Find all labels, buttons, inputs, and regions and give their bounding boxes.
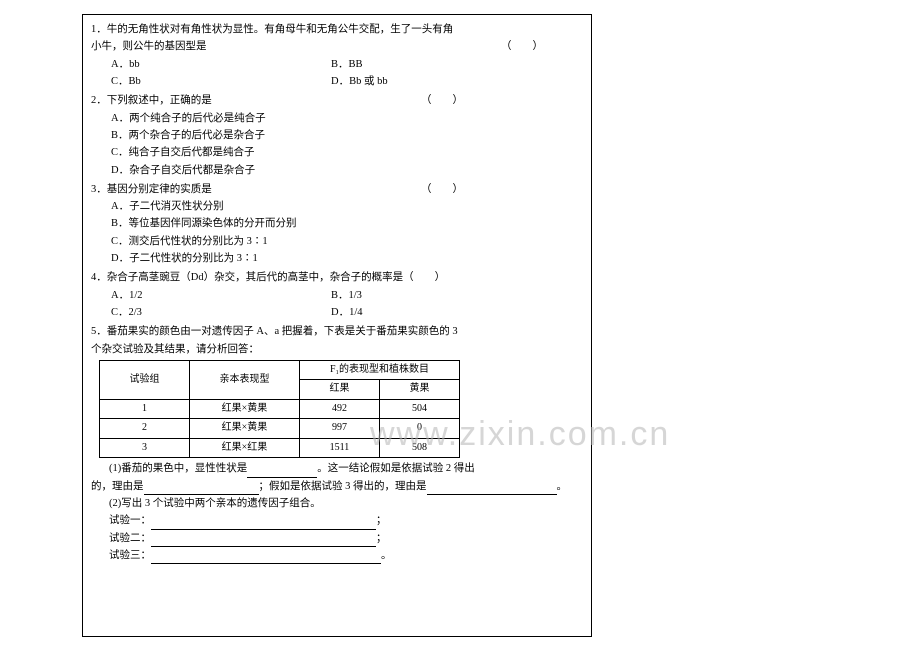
cell: 492 (300, 399, 380, 419)
blank (427, 483, 557, 495)
q1-options-cd: C．Bb D．Bb 或 bb (91, 73, 583, 90)
table-row: 3 红果×红果 1511 508 (100, 438, 460, 458)
q5-exp1-line: 试验一：； (91, 512, 583, 529)
q3-opt-a: A．子二代消灭性状分别 (91, 198, 583, 215)
q2-stem: 2．下列叙述中，正确的是 (91, 92, 212, 109)
q5-exp3: 试验三： (109, 550, 151, 561)
th-yellow: 黄果 (380, 380, 460, 400)
q4-opt-d: D．1/4 (331, 304, 571, 321)
document-page: 1．牛的无角性状对有角性状为显性。有角母牛和无角公牛交配，生了一头有角 小牛，则… (82, 14, 592, 637)
q2-paren: （ ） (421, 92, 583, 109)
cell: 3 (100, 438, 190, 458)
cell: 红果×红果 (190, 438, 300, 458)
q4-stem: 4．杂合子高茎豌豆（Dd）杂交，其后代的高茎中，杂合子的概率是（ ） (91, 269, 583, 286)
q5-exp2: 试验二： (109, 533, 151, 544)
q5-p1d: ；假如是依据试验 3 得出的，理由是 (259, 481, 427, 492)
q1-opt-b: B．BB (331, 56, 571, 73)
q2-opt-b: B．两个杂合子的后代必是杂合子 (91, 127, 583, 144)
q4-options-cd: C．2/3 D．1/4 (91, 304, 583, 321)
q4-opt-a: A．1/2 (91, 287, 331, 304)
table-row: 1 红果×黄果 492 504 (100, 399, 460, 419)
q5-p1a: (1)番茄的果色中，显性性状是 (109, 463, 247, 474)
q5-exp2-line: 试验二：； (91, 530, 583, 547)
cell: 508 (380, 438, 460, 458)
q1-options-ab: A．bb B．BB (91, 56, 583, 73)
q3-stem-line: 3．基因分别定律的实质是 （ ） (91, 181, 583, 198)
q1-opt-a: A．bb (91, 56, 331, 73)
q5-stem-b: 个杂交试验及其结果，请分析回答： (91, 341, 583, 358)
cell: 红果×黄果 (190, 419, 300, 439)
q5-stem-a: 5．番茄果实的颜色由一对遗传因子 A、a 把握着，下表是关于番茄果实颜色的 3 (91, 323, 583, 340)
q5-exp1: 试验一： (109, 515, 151, 526)
q1-stem-text: 小牛，则公牛的基因型是 (91, 38, 207, 55)
q5-exp3-line: 试验三：。 (91, 547, 583, 564)
q5-part1-line1: (1)番茄的果色中，显性性状是 。这一结论假如是依据试验 2 得出 (91, 460, 583, 477)
experiment-table: 试验组 亲本表现型 F₁的表现型和植株数目 红果 黄果 1 红果×黄果 492 … (99, 360, 460, 459)
q1-opt-c: C．Bb (91, 73, 331, 90)
question-2: 2．下列叙述中，正确的是 （ ） A．两个纯合子的后代必是纯合子 B．两个杂合子… (91, 92, 583, 179)
q4-opt-c: C．2/3 (91, 304, 331, 321)
q4-options-ab: A．1/2 B．1/3 (91, 287, 583, 304)
q1-stem-line1: 1．牛的无角性状对有角性状为显性。有角母牛和无角公牛交配，生了一头有角 (91, 21, 583, 38)
q2-opt-c: C．纯合子自交后代都是纯合子 (91, 144, 583, 161)
cell: 红果×黄果 (190, 399, 300, 419)
question-5: 5．番茄果实的颜色由一对遗传因子 A、a 把握着，下表是关于番茄果实颜色的 3 … (91, 323, 583, 564)
q2-opt-d: D．杂合子自交后代都是杂合子 (91, 162, 583, 179)
cell: 1511 (300, 438, 380, 458)
q3-opt-c: C．测交后代性状的分别比为 3∶1 (91, 233, 583, 250)
question-3: 3．基因分别定律的实质是 （ ） A．子二代消灭性状分别 B．等位基因伴同源染色… (91, 181, 583, 268)
blank (151, 552, 381, 564)
th-parent: 亲本表现型 (190, 360, 300, 399)
q1-paren: （ ） (501, 38, 583, 55)
q5-p1c: 的，理由是 (91, 481, 144, 492)
q5-part2: (2)写出 3 个试验中两个亲本的遗传因子组合。 (91, 495, 583, 512)
cell: 1 (100, 399, 190, 419)
q5-part1-line2: 的，理由是 ；假如是依据试验 3 得出的，理由是 。 (91, 478, 583, 495)
q2-stem-line: 2．下列叙述中，正确的是 （ ） (91, 92, 583, 109)
q1-stem-line2: 小牛，则公牛的基因型是 （ ） (91, 38, 583, 55)
q3-paren: （ ） (421, 181, 583, 198)
q2-opt-a: A．两个纯合子的后代必是纯合子 (91, 110, 583, 127)
table-row: 2 红果×黄果 997 0 (100, 419, 460, 439)
q4-opt-b: B．1/3 (331, 287, 571, 304)
q3-stem: 3．基因分别定律的实质是 (91, 181, 212, 198)
cell: 997 (300, 419, 380, 439)
cell: 2 (100, 419, 190, 439)
q3-opt-b: B．等位基因伴同源染色体的分开而分别 (91, 215, 583, 232)
cell: 0 (380, 419, 460, 439)
q5-p1b: 。这一结论假如是依据试验 2 得出 (317, 463, 475, 474)
blank (151, 518, 376, 530)
q1-opt-d: D．Bb 或 bb (331, 73, 571, 90)
blank (247, 466, 317, 478)
th-group: 试验组 (100, 360, 190, 399)
q3-opt-d: D．子二代性状的分别比为 3∶1 (91, 250, 583, 267)
question-1: 1．牛的无角性状对有角性状为显性。有角母牛和无角公牛交配，生了一头有角 小牛，则… (91, 21, 583, 90)
cell: 504 (380, 399, 460, 419)
q5-p1e: 。 (557, 481, 568, 492)
blank (144, 483, 259, 495)
question-4: 4．杂合子高茎豌豆（Dd）杂交，其后代的高茎中，杂合子的概率是（ ） A．1/2… (91, 269, 583, 321)
th-f1: F₁的表现型和植株数目 (300, 360, 460, 380)
blank (151, 535, 376, 547)
th-red: 红果 (300, 380, 380, 400)
table-header-row1: 试验组 亲本表现型 F₁的表现型和植株数目 (100, 360, 460, 380)
